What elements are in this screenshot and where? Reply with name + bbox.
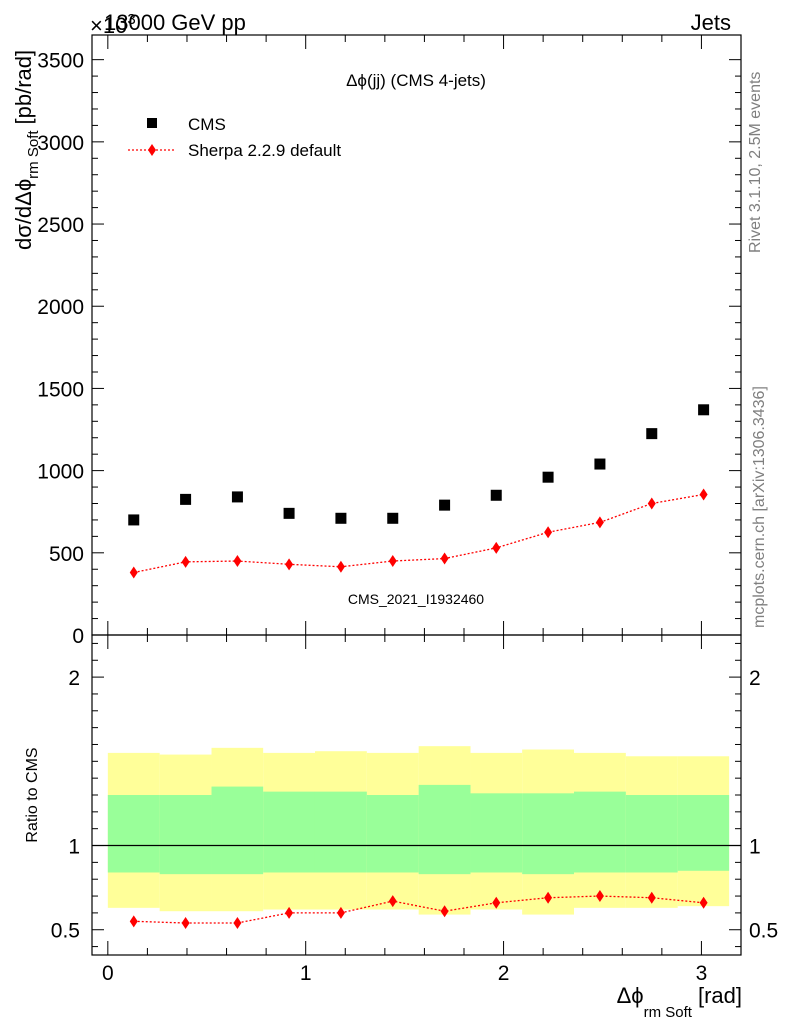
uncertainty-band-inner [418, 784, 471, 875]
sherpa-ratio-point [440, 905, 449, 918]
header-exponent: ×103 [90, 11, 136, 38]
x-tick-label: 1 [300, 962, 312, 985]
uncertainty-band-inner [159, 795, 212, 875]
sherpa-data-point [336, 560, 345, 573]
legend-cms-marker [147, 118, 157, 128]
svg-text:Δϕrm Soft[rad]: Δϕrm Soft[rad] [617, 983, 742, 1021]
uncertainty-band-inner [366, 795, 419, 873]
legend-sherpa-label: Sherpa 2.2.9 default [188, 141, 341, 160]
mcplots-reference-label: mcplots.cern.ch [arXiv:1306.3436] [751, 386, 768, 628]
cms-data-point [594, 458, 606, 470]
header-jets-label: Jets [691, 10, 731, 35]
cms-data-point [542, 471, 554, 483]
main-plot-title: Δϕ(jj) (CMS 4-jets) [346, 71, 486, 90]
x-axis-label: Δϕrm Soft[rad] [617, 983, 742, 1021]
header-energy-label: 13000 GeV pp [104, 10, 246, 35]
cms-data-point [490, 489, 502, 501]
uncertainty-band-inner [522, 793, 575, 875]
cms-data-point [128, 514, 140, 526]
legend-sherpa-marker [148, 144, 156, 156]
main-y-tick-label: 3500 [37, 50, 84, 73]
legend: CMS Sherpa 2.2.9 default [128, 115, 341, 160]
ratio-y-tick-label: 2 [68, 667, 80, 690]
sherpa-ratio-point [388, 895, 397, 908]
main-y-tick-label: 1000 [37, 461, 84, 484]
cms-data-point [231, 491, 243, 503]
sherpa-data-point [181, 555, 190, 568]
uncertainty-band-inner [470, 793, 523, 873]
rivet-version-label: Rivet 3.1.10, 2.5M events [747, 72, 764, 253]
main-y-tick-label: 500 [49, 543, 84, 566]
sherpa-ratio-point [129, 915, 138, 928]
main-panel: Δϕ(jj) (CMS 4-jets) CMS_2021_I1932460 dσ… [11, 34, 742, 648]
sherpa-data-point [440, 552, 449, 565]
sherpa-data-point [492, 541, 501, 554]
main-y-tick-label: 1500 [37, 378, 84, 401]
cms-data-point [283, 507, 295, 519]
analysis-watermark: CMS_2021_I1932460 [348, 591, 484, 607]
sherpa-ratio-point [595, 890, 604, 903]
main-y-tick-label: 2000 [37, 296, 84, 319]
sherpa-data-point [595, 516, 604, 529]
sherpa-ratio-point [544, 891, 553, 904]
sherpa-ratio-point [492, 896, 501, 909]
main-y-tick-label: 0 [72, 625, 84, 648]
main-y-tick-label: 3000 [37, 132, 84, 155]
sherpa-ratio-point [699, 896, 708, 909]
sherpa-ratio-point [647, 891, 656, 904]
main-y-axis-label: dσ/dΔϕrm Soft[pb/rad] [11, 50, 42, 250]
x-tick-label: 2 [498, 962, 510, 985]
svg-text:dσ/dΔϕrm Soft[pb/rad]: dσ/dΔϕrm Soft[pb/rad] [11, 50, 42, 250]
ratio-panel: Ratio to CMS Δϕrm Soft[rad] 0 1 2 3 0.5 0.5 1 1… [24, 634, 778, 1021]
ratio-y-tick-label: 0.5 [51, 920, 80, 943]
sherpa-ratio-point [336, 906, 345, 919]
uncertainty-band-inner [107, 795, 160, 873]
ratio-y-tick-label-right: 1 [749, 836, 761, 859]
ratio-y-tick-label-right: 0.5 [749, 920, 778, 943]
ratio-y-axis-label: Ratio to CMS [24, 747, 41, 842]
sherpa-data-point [129, 566, 138, 579]
sherpa-data-point [233, 555, 242, 568]
x-tick-label: 3 [696, 962, 708, 985]
sherpa-data-point [699, 488, 708, 501]
sherpa-ratio-point [233, 917, 242, 929]
uncertainty-band-inner [677, 795, 730, 871]
cms-data-point [439, 499, 451, 511]
legend-cms-label: CMS [188, 115, 226, 134]
cms-data-point [335, 512, 347, 524]
sherpa-ratio-point [181, 917, 190, 929]
sherpa-data-point [388, 555, 397, 568]
sherpa-data-point [285, 558, 294, 571]
x-tick-label: 0 [102, 962, 114, 985]
sherpa-data-point [544, 526, 553, 539]
cms-data-point [646, 428, 658, 440]
uncertainty-band-inner [625, 795, 678, 873]
cms-data-point [698, 404, 710, 416]
uncertainty-band-inner [314, 791, 367, 873]
ratio-y-tick-label-right: 2 [749, 667, 761, 690]
sherpa-line [133, 493, 704, 574]
uncertainty-band-inner [574, 791, 626, 873]
uncertainty-band-inner [263, 791, 315, 873]
cms-data-point [387, 512, 399, 524]
sherpa-ratio-point [285, 906, 294, 919]
ratio-y-tick-label: 1 [68, 836, 80, 859]
uncertainty-band-inner [211, 786, 264, 875]
sherpa-data-point [647, 497, 656, 510]
cms-data-point [180, 493, 192, 505]
main-y-tick-label: 2500 [37, 214, 84, 237]
